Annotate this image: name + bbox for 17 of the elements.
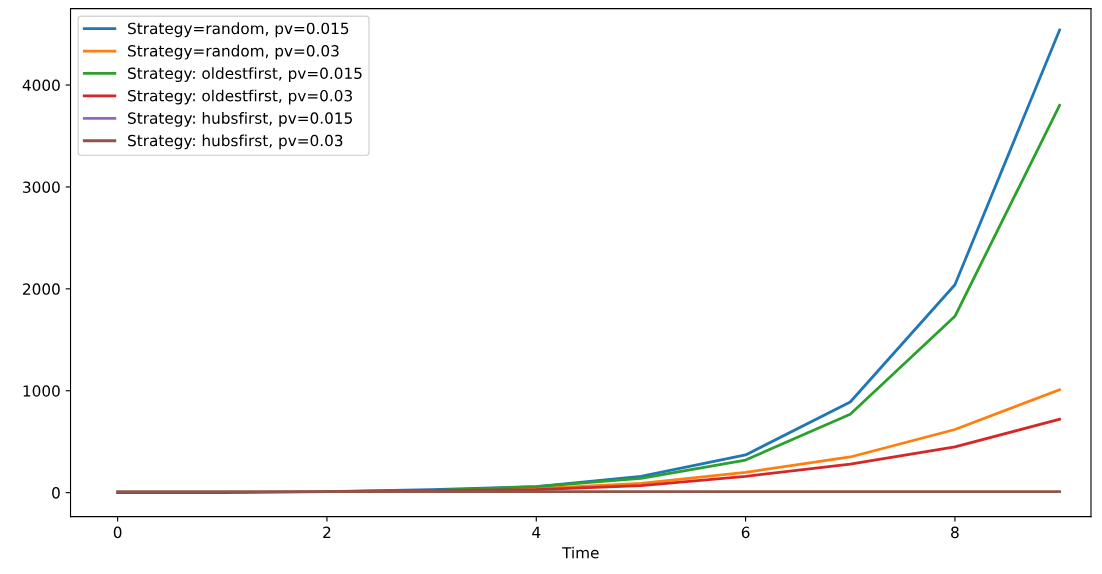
legend-label: Strategy: hubsfirst, pv=0.03 bbox=[128, 134, 343, 150]
legend-label: Strategy=random, pv=0.03 bbox=[128, 44, 339, 60]
legend-label: Strategy: hubsfirst, pv=0.015 bbox=[128, 112, 352, 127]
x-tick-label: 4 bbox=[532, 526, 541, 538]
y-tick-label: 2000 bbox=[23, 283, 60, 295]
y-tick-label: 1000 bbox=[23, 385, 60, 397]
x-tick-label: 0 bbox=[113, 526, 122, 539]
x-tick-label: 8 bbox=[951, 526, 959, 539]
legend-label: Strategy: oldestfirst, pv=0.015 bbox=[128, 67, 362, 82]
x-axis-title: Time bbox=[562, 546, 599, 559]
legend-label: Strategy: oldestfirst, pv=0.03 bbox=[128, 89, 352, 105]
y-tick-label: 3000 bbox=[23, 181, 60, 193]
y-tick-label: 0 bbox=[52, 487, 60, 499]
y-tick-label: 4000 bbox=[22, 79, 60, 92]
x-tick-label: 2 bbox=[323, 526, 331, 538]
x-tick-label: 6 bbox=[741, 526, 750, 539]
legend-label: Strategy=random, pv=0.015 bbox=[128, 22, 349, 38]
